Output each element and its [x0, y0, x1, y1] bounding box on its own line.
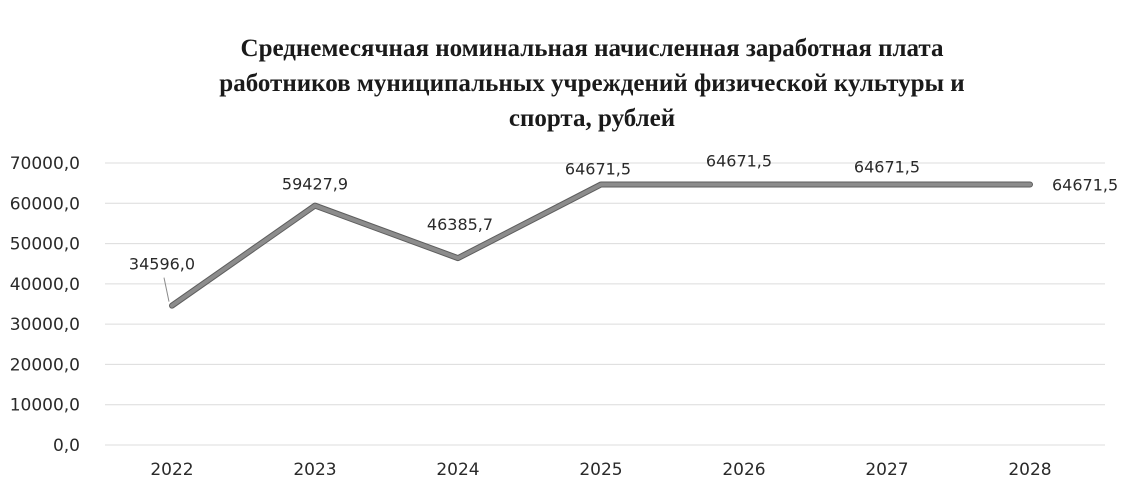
data-label: 34596,0 — [129, 255, 195, 274]
series — [169, 181, 1033, 309]
x-axis-ticks: 2022 2023 2024 2025 2026 2027 2028 — [150, 460, 1051, 480]
data-label: 64671,5 — [854, 157, 920, 176]
x-tick-label: 2024 — [436, 460, 479, 480]
chart-title-line-3: спорта, рублей — [509, 105, 675, 132]
data-point — [313, 204, 317, 208]
y-tick-label: 40000,0 — [10, 275, 80, 295]
data-label: 64671,5 — [1052, 175, 1118, 194]
data-point — [742, 182, 746, 186]
series-line — [170, 182, 1032, 308]
y-tick-label: 20000,0 — [10, 355, 80, 375]
chart-title-line-1: Среднемесячная номинальная начисленная з… — [241, 35, 944, 62]
gridlines — [105, 162, 1105, 446]
y-tick-label: 30000,0 — [10, 315, 80, 335]
data-label: 59427,9 — [282, 175, 348, 194]
data-point — [1028, 182, 1032, 186]
y-tick-label: 0,0 — [53, 436, 80, 456]
y-tick-label: 60000,0 — [10, 194, 80, 214]
chart-title-line-2: работников муниципальных учреждений физи… — [219, 70, 964, 97]
data-label: 46385,7 — [427, 215, 493, 234]
y-tick-label: 50000,0 — [10, 235, 80, 255]
data-label: 64671,5 — [565, 159, 631, 178]
data-label: 64671,5 — [706, 151, 772, 170]
y-tick-label: 70000,0 — [10, 154, 80, 174]
data-label-leader — [163, 277, 170, 302]
data-point — [885, 182, 889, 186]
x-tick-label: 2028 — [1008, 460, 1051, 480]
x-tick-label: 2022 — [150, 460, 193, 480]
data-point — [599, 182, 603, 186]
x-tick-label: 2026 — [722, 460, 765, 480]
series-line-shadow — [169, 181, 1033, 309]
data-point — [456, 256, 460, 260]
y-tick-label: 10000,0 — [10, 396, 80, 416]
x-tick-label: 2023 — [293, 460, 336, 480]
y-axis-ticks: 0,0 10000,0 20000,0 30000,0 40000,0 50000,0 60… — [10, 154, 80, 456]
x-tick-label: 2027 — [865, 460, 908, 480]
x-tick-label: 2025 — [579, 460, 622, 480]
data-labels: 34596,0 59427,9 46385,7 64671,5 64671,5 64671… — [129, 151, 1118, 302]
data-point — [170, 304, 174, 308]
